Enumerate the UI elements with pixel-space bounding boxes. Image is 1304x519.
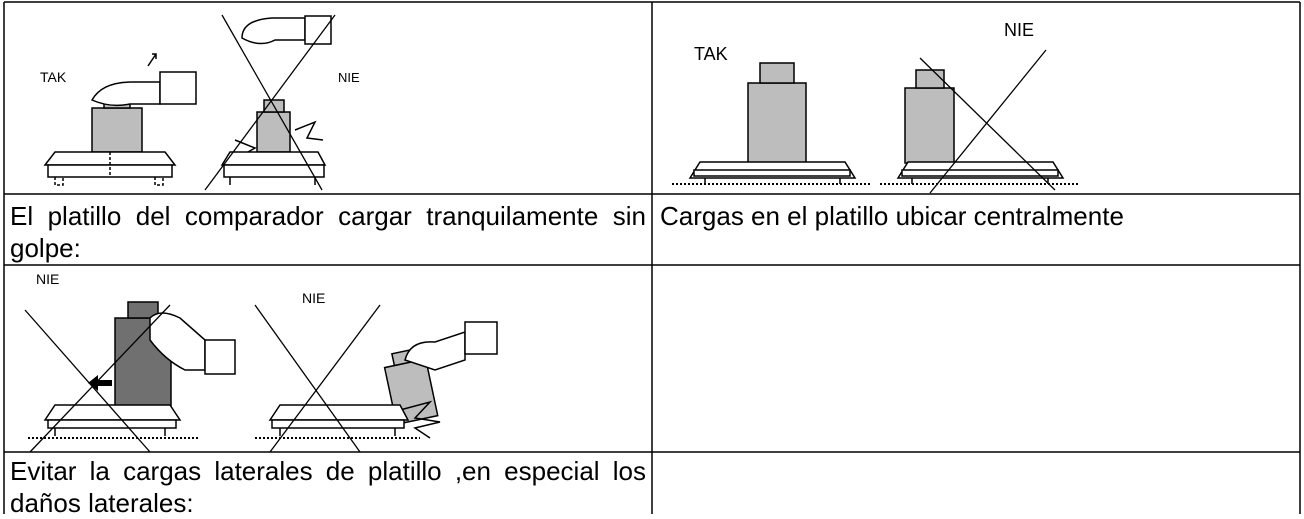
label: TAK	[40, 69, 67, 85]
table-grid	[3, 1, 1301, 514]
label: NIE	[36, 271, 59, 287]
illustration-1: TAK NIE	[40, 14, 360, 191]
caption: Cargas en el platillo ubicar centralment…	[660, 201, 1124, 231]
illustration-3: NIE NIE	[24, 271, 498, 453]
label: NIE	[1004, 20, 1034, 40]
caption: Evitar la cargas laterales de platillo ,…	[10, 456, 646, 518]
illustration-2: TAK NIE	[672, 20, 1080, 194]
label: TAK	[694, 44, 728, 64]
label: NIE	[338, 70, 360, 85]
caption: El platillo del comparador cargar tranqu…	[10, 201, 646, 263]
label: NIE	[302, 290, 325, 306]
